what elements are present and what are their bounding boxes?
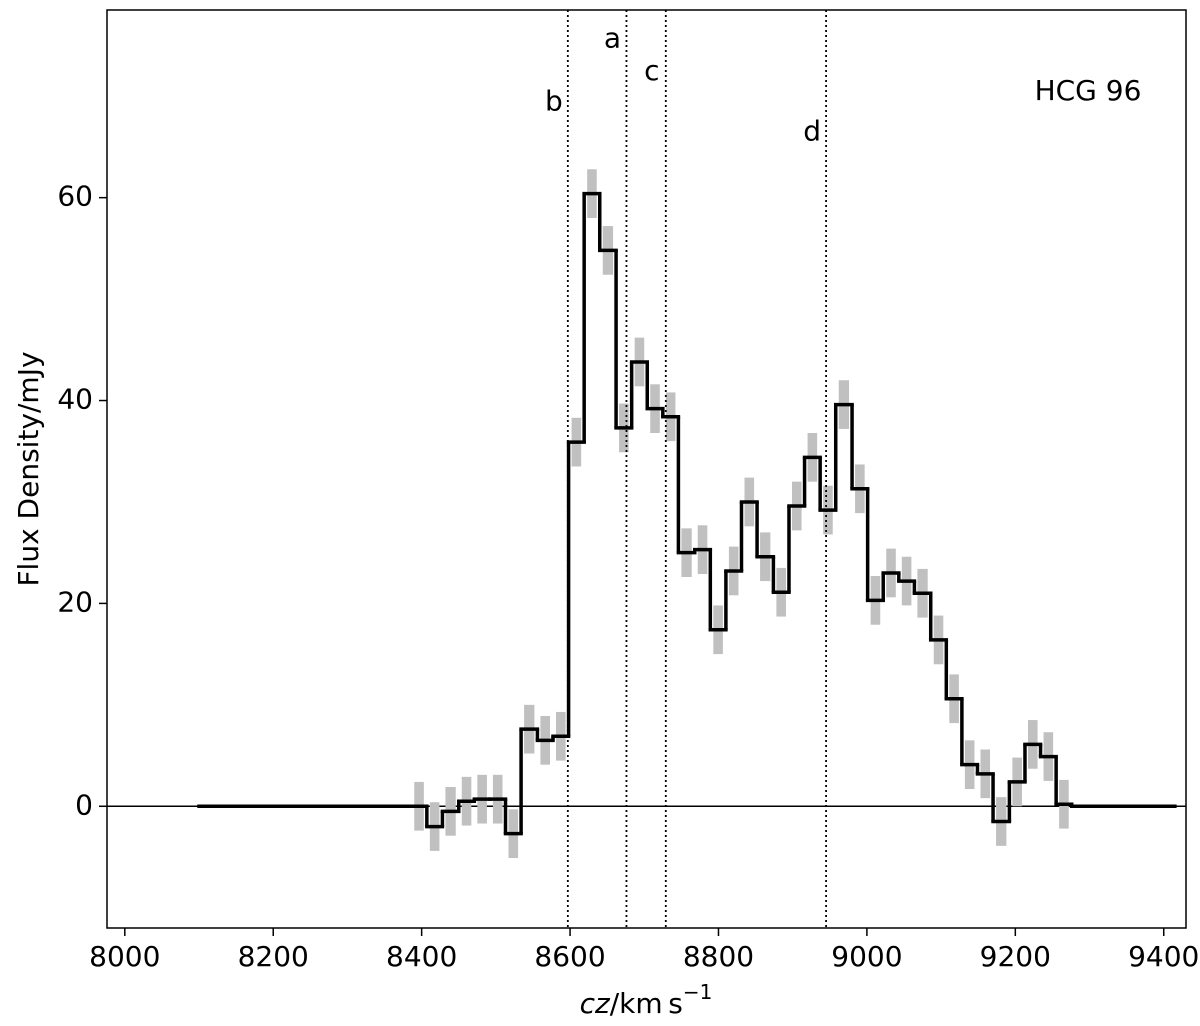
plot-frame bbox=[106, 9, 1187, 929]
marker-label: c bbox=[644, 54, 659, 87]
marker-label: a bbox=[604, 21, 621, 54]
x-label-italic: cz bbox=[580, 987, 611, 1020]
x-tick-label: 9000 bbox=[831, 940, 902, 973]
x-tick-label: 8000 bbox=[89, 940, 160, 973]
x-tick-label: 8400 bbox=[386, 940, 457, 973]
x-tick-label: 9400 bbox=[1128, 940, 1199, 973]
x-label-unit: /km s bbox=[610, 987, 683, 1020]
x-tick-label: 8800 bbox=[683, 940, 754, 973]
x-tick-label: 9200 bbox=[980, 940, 1051, 973]
marker-label: d bbox=[803, 115, 821, 148]
x-axis-label: cz/km s−1 bbox=[580, 980, 713, 1021]
y-tick-label: 0 bbox=[75, 788, 93, 821]
y-axis-label: Flux Density/mJy bbox=[12, 351, 45, 586]
y-tick-label: 40 bbox=[57, 383, 93, 416]
marker-label: b bbox=[545, 84, 563, 117]
y-tick-label: 60 bbox=[57, 180, 93, 213]
x-tick-label: 8600 bbox=[534, 940, 605, 973]
y-tick-label: 20 bbox=[57, 585, 93, 618]
x-label-sup: −1 bbox=[683, 980, 712, 1004]
annotation: HCG 96 bbox=[1035, 74, 1142, 107]
x-tick-label: 8200 bbox=[238, 940, 309, 973]
